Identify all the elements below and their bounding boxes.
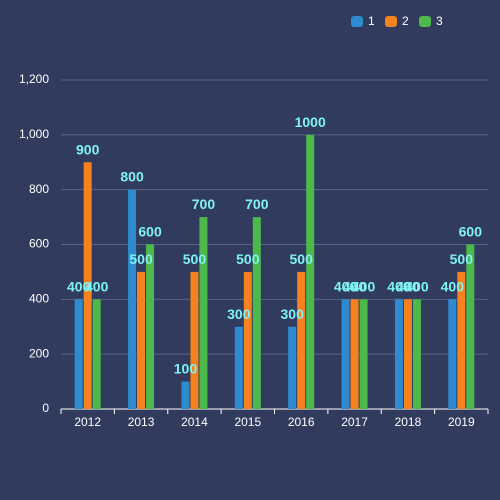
- data-label: 400: [387, 278, 411, 294]
- bar-series-2-2012[interactable]: [83, 162, 92, 409]
- bar-series-2-2017[interactable]: [350, 299, 359, 409]
- bar-series-3-2014[interactable]: [199, 217, 208, 409]
- bar-series-2-2015[interactable]: [243, 271, 252, 409]
- y-tick-label: 600: [29, 237, 49, 251]
- y-tick-label: 1,000: [19, 127, 49, 141]
- data-label: 1000: [295, 114, 326, 130]
- bar-series-3-2015[interactable]: [252, 217, 261, 409]
- y-tick-label: 800: [29, 182, 49, 196]
- legend-item-2[interactable]: 2: [385, 14, 409, 28]
- bar-series-1-2016[interactable]: [288, 326, 297, 409]
- bar-series-1-2014[interactable]: [181, 381, 190, 409]
- grid: [61, 79, 488, 355]
- bar-series-2-2016[interactable]: [297, 271, 306, 409]
- x-tick-label: 2013: [128, 415, 155, 429]
- legend-swatch: [351, 16, 363, 27]
- legend-label: 3: [436, 14, 443, 28]
- bar-series-3-2019[interactable]: [466, 244, 475, 410]
- data-label: 500: [236, 251, 260, 267]
- data-label: 300: [227, 306, 251, 322]
- bars: [74, 134, 475, 410]
- legend-item-3[interactable]: 3: [419, 14, 443, 28]
- x-tick-label: 2016: [288, 415, 315, 429]
- bar-series-2-2019[interactable]: [457, 271, 466, 409]
- legend-label: 1: [368, 14, 375, 28]
- data-label: 100: [174, 361, 198, 377]
- bar-series-1-2013[interactable]: [128, 189, 137, 409]
- bar-series-2-2018[interactable]: [403, 299, 412, 409]
- x-axis: 2012 2013 2014 2015 2016 2017 2018 2019: [60, 408, 489, 429]
- data-label: 700: [245, 196, 269, 212]
- x-tick-label: 2015: [234, 415, 261, 429]
- y-axis: 0 200 400 600 800 1,000 1,200: [19, 72, 49, 415]
- data-label: 500: [290, 251, 314, 267]
- data-label: 400: [441, 278, 465, 294]
- bar-series-3-2018[interactable]: [412, 299, 421, 409]
- y-tick-label: 200: [29, 346, 49, 360]
- x-tick-label: 2017: [341, 415, 368, 429]
- bar-series-2-2014[interactable]: [190, 271, 199, 409]
- x-tick-label: 2014: [181, 415, 208, 429]
- legend-item-1[interactable]: 1: [351, 14, 375, 28]
- bar-series-3-2017[interactable]: [359, 299, 368, 409]
- bar-series-3-2012[interactable]: [92, 299, 101, 409]
- data-label: 800: [120, 169, 144, 185]
- bar-series-1-2018[interactable]: [394, 299, 403, 409]
- bar-series-1-2012[interactable]: [74, 299, 83, 409]
- data-labels: 400 900 400 800 500 600 100 500 700 300 500 700 300 5…: [67, 114, 482, 377]
- x-tick-label: 2012: [74, 415, 101, 429]
- data-label: 300: [281, 306, 305, 322]
- y-tick-label: 400: [29, 292, 49, 306]
- data-label: 400: [352, 278, 376, 294]
- data-label: 400: [343, 278, 367, 294]
- data-label: 500: [129, 251, 153, 267]
- data-label: 500: [183, 251, 207, 267]
- legend-swatch: [419, 16, 431, 27]
- legend[interactable]: 1 2 3: [351, 14, 443, 28]
- data-label: 500: [450, 251, 474, 267]
- bar-series-1-2017[interactable]: [341, 299, 350, 409]
- y-tick-label: 1,200: [19, 72, 49, 86]
- data-label: 400: [334, 278, 358, 294]
- bar-series-1-2019[interactable]: [448, 299, 457, 409]
- data-label: 700: [192, 196, 216, 212]
- data-label: 600: [459, 224, 483, 240]
- bar-series-2-2013[interactable]: [137, 271, 146, 409]
- data-label: 400: [67, 278, 91, 294]
- legend-swatch: [385, 16, 397, 27]
- bar-series-3-2016[interactable]: [306, 134, 315, 410]
- bar-series-3-2013[interactable]: [146, 244, 155, 410]
- y-tick-label: 0: [42, 401, 49, 415]
- bar-series-1-2015[interactable]: [234, 326, 243, 409]
- data-label: 900: [76, 141, 100, 157]
- legend-label: 2: [402, 14, 409, 28]
- data-label: 400: [396, 278, 420, 294]
- data-label: 400: [405, 278, 429, 294]
- x-tick-label: 2019: [448, 415, 475, 429]
- data-label: 400: [85, 278, 109, 294]
- x-tick-label: 2018: [395, 415, 422, 429]
- data-label: 600: [138, 224, 162, 240]
